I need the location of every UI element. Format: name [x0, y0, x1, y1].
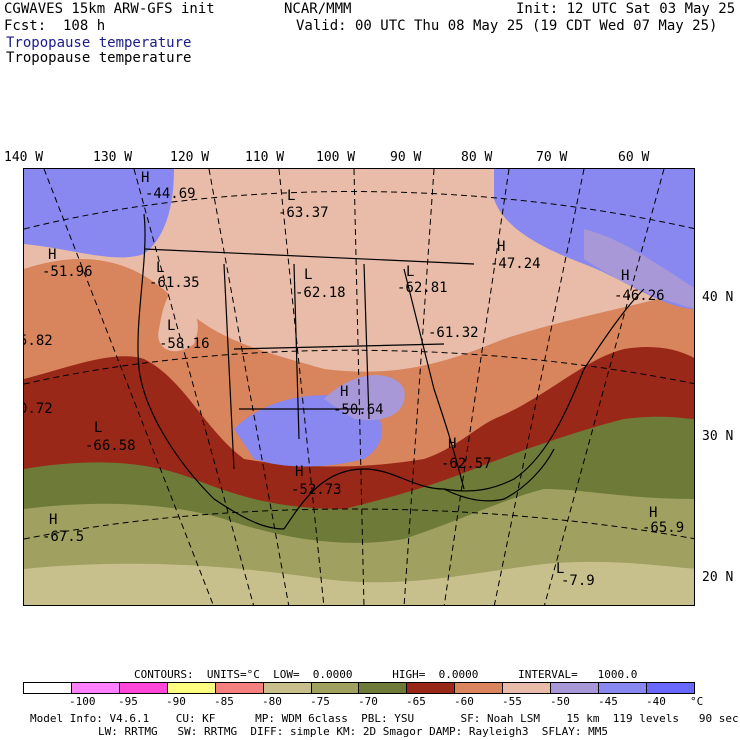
model-info-line: Model Info: V4.6.1 CU: KF MP: WDM 6class… [30, 712, 739, 725]
scale-tick: -95 [118, 695, 138, 708]
center-value: -62.57 [441, 456, 492, 472]
model-title: CGWAVES 15km ARW-GFS init [4, 1, 215, 17]
pressure-center-label: H [295, 464, 304, 480]
lon-label: 60 W [618, 150, 650, 165]
pressure-center-label: L [287, 188, 296, 204]
center-value: 5.82 [24, 333, 53, 349]
center-value: -47.24 [490, 256, 541, 272]
scale-tick: -85 [214, 695, 234, 708]
color-scale-swatch [407, 683, 456, 693]
lat-label: 30 N [702, 429, 734, 444]
forecast-map: H -44.69 L -63.37 H -51.96 L -61.35 L -6… [23, 168, 695, 606]
pressure-center-label: H [49, 512, 58, 528]
center-value: -51.96 [42, 264, 93, 280]
pressure-center-label: H [340, 384, 349, 400]
color-scale-swatch [551, 683, 600, 693]
center-value: -67.5 [42, 529, 85, 545]
lon-label: 70 W [536, 150, 568, 165]
color-scale-swatch [455, 683, 504, 693]
center-value: -61.32 [428, 325, 479, 341]
field-title: Tropopause temperature [6, 50, 192, 66]
color-scale-swatch [215, 683, 264, 693]
color-scale-swatch [24, 683, 72, 693]
scale-tick: -90 [166, 695, 186, 708]
lon-label: 90 W [390, 150, 422, 165]
pressure-center-label: L [156, 260, 165, 276]
color-scale-swatch [359, 683, 408, 693]
scale-tick: -75 [310, 695, 330, 708]
color-scale [23, 682, 695, 694]
init-time: Init: 12 UTC Sat 03 May 25 [516, 1, 736, 17]
center-value: -58.16 [159, 336, 210, 352]
pressure-center-label: L [406, 264, 415, 280]
pressure-center-label: L [304, 267, 313, 283]
scale-tick: -65 [406, 695, 426, 708]
pressure-center-label: L [94, 420, 103, 436]
color-scale-swatch [167, 683, 216, 693]
lon-label: 80 W [461, 150, 493, 165]
scale-tick: -60 [454, 695, 474, 708]
color-scale-swatch [263, 683, 312, 693]
color-scale-swatch [119, 683, 168, 693]
physics-info-line: LW: RRTMG SW: RRTMG DIFF: simple KM: 2D … [98, 725, 608, 738]
scale-tick: -45 [598, 695, 618, 708]
center-value: -66.58 [85, 438, 136, 454]
color-scale-swatch [503, 683, 552, 693]
pressure-center-label: H [621, 268, 630, 284]
center-value: -62.18 [295, 285, 346, 301]
center-value: -62.81 [397, 280, 448, 296]
color-scale-swatch [311, 683, 360, 693]
center-value: -52.73 [291, 482, 342, 498]
lon-label: 100 W [316, 150, 356, 165]
lon-label: 110 W [245, 150, 285, 165]
valid-time: Valid: 00 UTC Thu 08 May 25 (19 CDT Wed … [296, 18, 718, 34]
pressure-center-label: H [48, 247, 57, 263]
scale-tick: -40 [646, 695, 666, 708]
center-value: -46.26 [614, 288, 665, 304]
pressure-center-label: L [556, 561, 565, 577]
lon-label: 140 W [4, 150, 44, 165]
center-value: -7.9 [561, 573, 595, 589]
lat-label: 20 N [702, 570, 734, 585]
center-value: 0.72 [24, 401, 53, 417]
center-value: -44.69 [145, 186, 196, 202]
scale-tick: -50 [550, 695, 570, 708]
scale-tick: -55 [502, 695, 522, 708]
scale-tick: -80 [262, 695, 282, 708]
color-scale-swatch [599, 683, 647, 693]
pressure-center-label: L [167, 318, 176, 334]
center-value: -61.35 [149, 275, 200, 291]
forecast-hour: Fcst: 108 h [4, 18, 106, 34]
temperature-field [24, 169, 694, 605]
contour-info: CONTOURS: UNITS=°C LOW= 0.0000 HIGH= 0.0… [134, 668, 638, 681]
lon-label: 130 W [93, 150, 133, 165]
field-title-blue: Tropopause temperature [6, 35, 192, 51]
pressure-center-label: H [649, 505, 658, 521]
center-value: -65.9 [642, 520, 685, 536]
lon-label: 120 W [170, 150, 210, 165]
color-scale-swatch [646, 683, 694, 693]
scale-tick: -100 [69, 695, 96, 708]
color-scale-swatch [71, 683, 120, 693]
pressure-center-label: H [497, 239, 506, 255]
pressure-center-label: H [448, 436, 457, 452]
center-value: -63.37 [278, 205, 329, 221]
center-value: -50.64 [333, 402, 384, 418]
organization: NCAR/MMM [284, 1, 352, 17]
pressure-center-label: H [141, 170, 150, 186]
scale-tick: -70 [358, 695, 378, 708]
lat-label: 40 N [702, 290, 734, 305]
scale-unit: °C [690, 695, 704, 708]
